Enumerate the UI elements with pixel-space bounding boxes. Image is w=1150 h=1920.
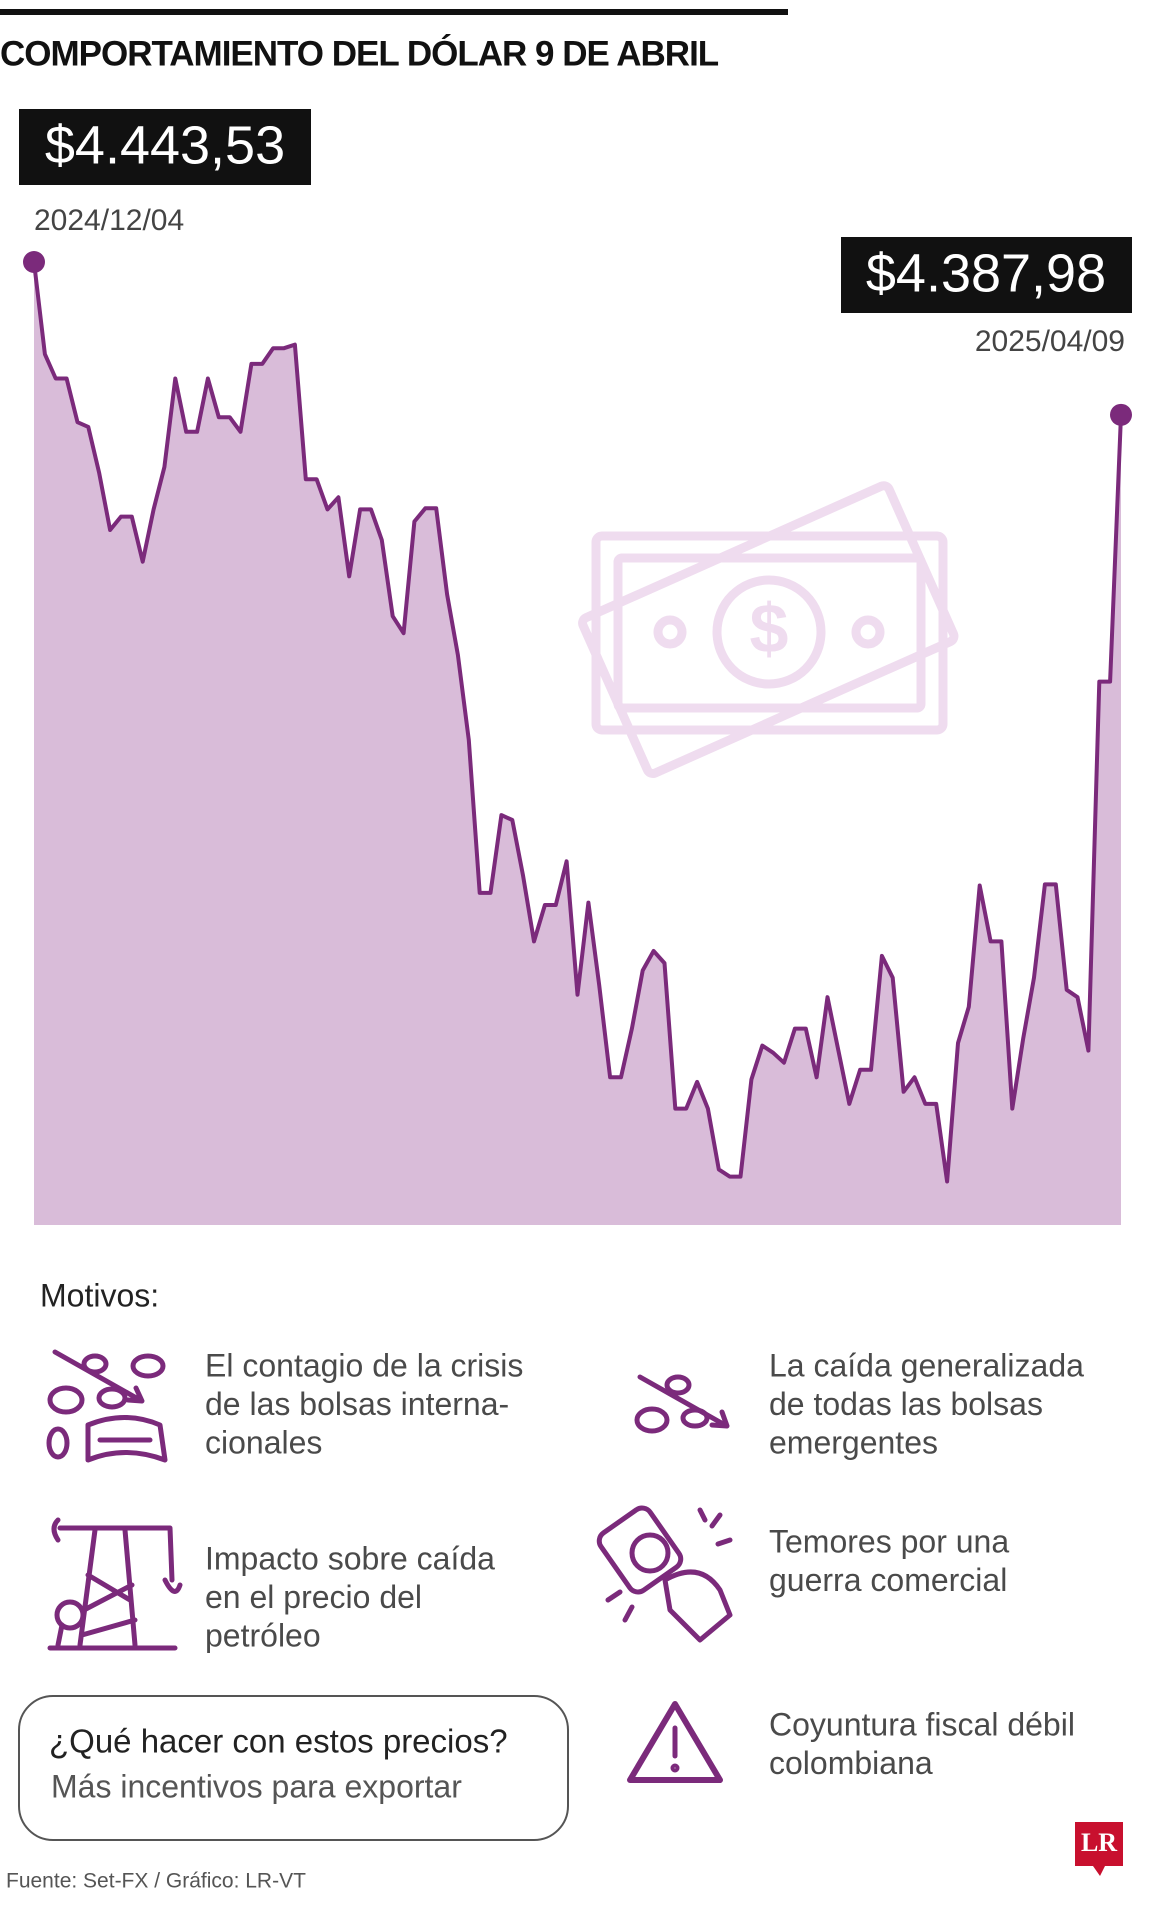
reason-text: Coyuntura fiscal débil [769, 1706, 1075, 1742]
money-icon: $ [578, 481, 959, 778]
end-point [23, 251, 45, 273]
coins-down-icon [634, 1374, 730, 1434]
reason-text: La caída generalizada [769, 1347, 1084, 1383]
chart-title: COMPORTAMIENTO DEL DÓLAR 9 DE ABRIL [0, 33, 719, 73]
trade-war-icon [596, 1505, 733, 1643]
label-box [841, 237, 1132, 313]
reason-text: Impacto sobre caída [205, 1540, 495, 1576]
value-label: $4.443,53 [45, 115, 285, 175]
callout-question: ¿Qué hacer con estos precios? [49, 1723, 508, 1760]
logo: LR [1081, 1828, 1117, 1857]
line [32, 261, 1123, 1184]
reason-text: cionales [205, 1424, 322, 1460]
reason-text: de todas las bolsas [769, 1386, 1043, 1422]
svg-text:$: $ [750, 589, 789, 667]
logo-badge [1075, 1822, 1123, 1876]
plot-area [23, 251, 1132, 1225]
reason-text: en el precio del [205, 1579, 422, 1615]
reason-text: guerra comercial [769, 1562, 1007, 1598]
end-point [1110, 403, 1132, 426]
reason-text: petróleo [205, 1617, 321, 1653]
coins-icon [46, 1349, 168, 1463]
warning-icon [627, 1701, 723, 1783]
date-label: 2025/04/09 [975, 325, 1125, 358]
reason-text: colombiana [769, 1745, 933, 1781]
value-label: $4.387,98 [866, 243, 1106, 303]
callout-answer: Más incentivos para exportar [51, 1768, 462, 1804]
source: Fuente: Set-FX / Gráfico: LR-VT [6, 1870, 306, 1893]
reason-text: de las bolsas interna- [205, 1386, 509, 1422]
date-label: 2024/12/04 [34, 204, 184, 237]
area [34, 262, 1121, 1225]
reason-text: El contagio de la crisis [205, 1347, 523, 1383]
reason-text: Temores por una [769, 1523, 1009, 1559]
label-box [19, 109, 311, 185]
reason-text: emergentes [769, 1424, 938, 1460]
oil-pump-icon [47, 1517, 183, 1651]
top-rule [0, 9, 788, 15]
callout-box [18, 1695, 569, 1841]
section-title: Motivos: [40, 1277, 159, 1313]
